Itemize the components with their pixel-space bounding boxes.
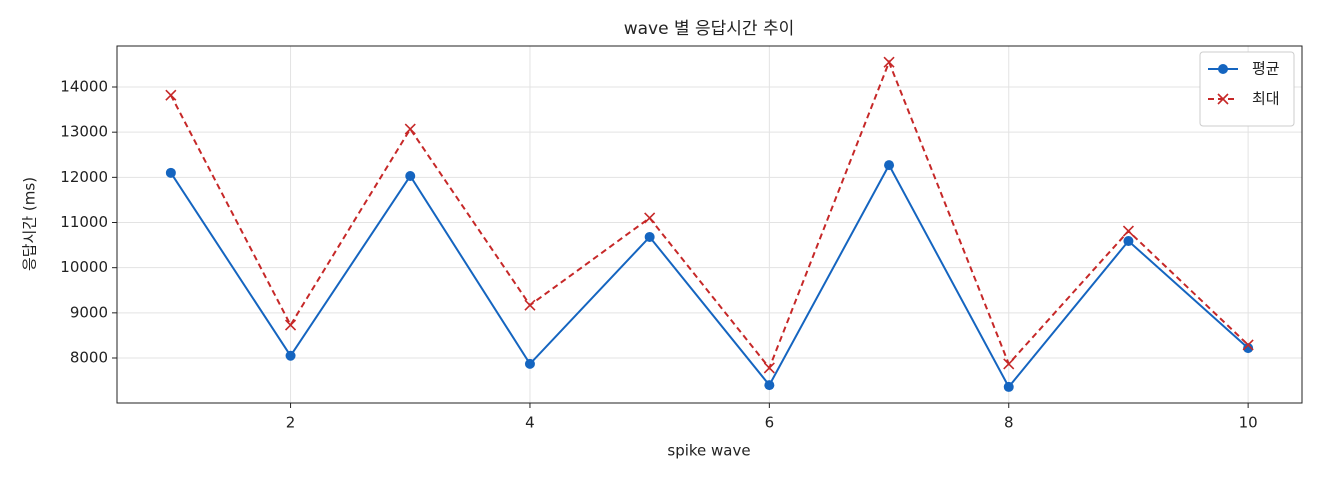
point-marker	[165, 89, 177, 101]
series-line	[170, 163, 1249, 389]
plot-frame	[116, 45, 1303, 404]
point-marker	[1122, 225, 1135, 237]
point-marker	[285, 350, 296, 361]
legend-marker	[1217, 93, 1229, 105]
point-marker	[284, 319, 297, 331]
y-tick-label: 8000	[70, 349, 108, 367]
y-tick-label: 12000	[60, 168, 108, 186]
point-marker	[524, 358, 535, 369]
series-line	[169, 59, 1249, 370]
point-marker	[524, 299, 536, 311]
point-marker	[644, 231, 655, 242]
y-tick-label: 11000	[60, 213, 108, 231]
x-tick-label: 10	[1239, 414, 1258, 432]
point-marker	[405, 170, 416, 181]
legend-box	[1199, 51, 1295, 127]
y-axis-label: 응답시간 (ms)	[21, 177, 39, 271]
x-tick-label: 2	[286, 414, 296, 432]
x-tick-label: 8	[1004, 414, 1014, 432]
y-tick-label: 14000	[60, 78, 108, 96]
point-marker	[1003, 358, 1015, 370]
y-tick-label: 13000	[60, 123, 108, 141]
legend-marker	[1218, 64, 1228, 74]
legend-label: 평균	[1252, 60, 1280, 78]
point-marker	[1243, 343, 1254, 354]
point-marker	[884, 160, 895, 171]
chart-title: wave 별 응답시간 추이	[624, 19, 795, 39]
x-tick-label: 6	[765, 414, 775, 432]
point-marker	[1242, 339, 1254, 351]
point-marker	[1003, 381, 1014, 392]
point-marker	[763, 362, 775, 374]
y-tick-label: 10000	[60, 258, 108, 276]
point-marker	[165, 167, 176, 178]
point-marker	[883, 56, 895, 68]
point-marker	[404, 123, 416, 135]
point-marker	[1123, 236, 1134, 247]
point-marker	[764, 380, 775, 391]
x-tick-label: 4	[525, 414, 535, 432]
legend-label: 최대	[1252, 90, 1280, 108]
x-axis-label: spike wave	[667, 442, 750, 460]
point-marker	[644, 212, 656, 224]
y-tick-label: 9000	[70, 303, 108, 321]
